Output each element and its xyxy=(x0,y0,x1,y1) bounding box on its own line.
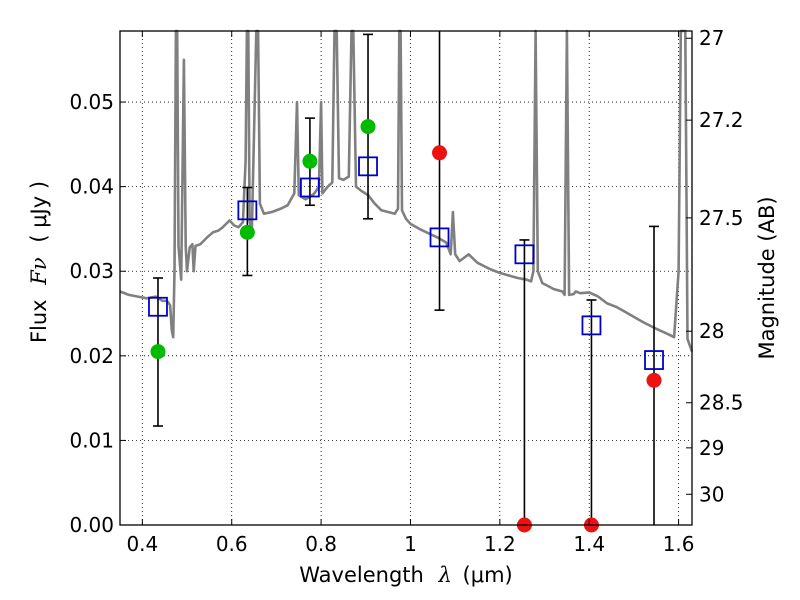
observed-point-detection xyxy=(239,224,255,240)
x-tick-label: 1.6 xyxy=(663,532,695,556)
y-tick-label: 0.05 xyxy=(69,90,114,114)
x-axis-unit: (μm) xyxy=(463,563,513,587)
observed-point-detection xyxy=(360,119,376,135)
y-tick-label: 0.00 xyxy=(69,513,114,537)
x-axis-label: Wavelength xyxy=(299,563,424,587)
model-photometry-box xyxy=(237,200,258,221)
model-photometry-box xyxy=(514,244,535,265)
errorbar-layer xyxy=(152,31,660,525)
observed-point-nondetection xyxy=(646,372,662,388)
model-box-layer xyxy=(148,156,664,370)
right-tick-label: 27.5 xyxy=(699,206,744,230)
x-tick-label: 0.4 xyxy=(126,532,158,556)
right-tick-label: 28 xyxy=(699,319,724,343)
y-axis-symbol: Fν xyxy=(27,257,51,286)
model-photometry-box xyxy=(148,296,168,317)
model-photometry-box xyxy=(581,315,602,336)
model-photometry-box xyxy=(358,156,378,177)
y-tick-label: 0.04 xyxy=(69,175,114,199)
y-axis-title: Flux Fν ( μJy ) xyxy=(27,181,51,343)
observed-point-detection xyxy=(150,344,166,360)
observed-point-nondetection xyxy=(432,145,448,161)
right-tick-label: 29 xyxy=(699,436,724,460)
x-axis-symbol: λ xyxy=(438,563,452,587)
x-tick-label: 1 xyxy=(404,532,417,556)
y-tick-label: 0.03 xyxy=(69,259,114,283)
model-photometry-box xyxy=(429,227,450,248)
plot-frame xyxy=(119,30,693,526)
observed-point-detection xyxy=(302,153,318,169)
right-tick-label: 27 xyxy=(699,26,724,50)
x-tick-label: 1.2 xyxy=(484,532,516,556)
model-spectrum-line xyxy=(119,29,694,353)
tick-layer: 0.4 0.6 0.8 1 1.2 1.4 1.6 0.00 0.01 0.02 0.03 0.04 0… xyxy=(69,26,743,556)
spectrum-layer xyxy=(119,29,694,353)
x-tick-label: 0.8 xyxy=(305,532,337,556)
grid xyxy=(120,31,692,526)
x-tick-label: 0.6 xyxy=(216,532,248,556)
right-tick-label: 30 xyxy=(699,482,724,506)
x-axis-title: Wavelength λ (μm) xyxy=(299,563,512,587)
y-tick-label: 0.01 xyxy=(69,428,114,452)
y-axis-label: Flux xyxy=(27,299,51,343)
right-tick-label: 27.2 xyxy=(699,108,744,132)
right-axis-title: Magnitude (AB) xyxy=(755,196,779,359)
y-tick-label: 0.02 xyxy=(69,344,114,368)
right-tick-label: 28.5 xyxy=(699,391,744,415)
y-axis-unit: ( μJy ) xyxy=(27,181,51,243)
model-photometry-box xyxy=(300,177,320,198)
x-tick-label: 1.4 xyxy=(573,532,605,556)
observed-point-layer xyxy=(150,119,662,533)
model-photometry-box xyxy=(644,350,664,370)
